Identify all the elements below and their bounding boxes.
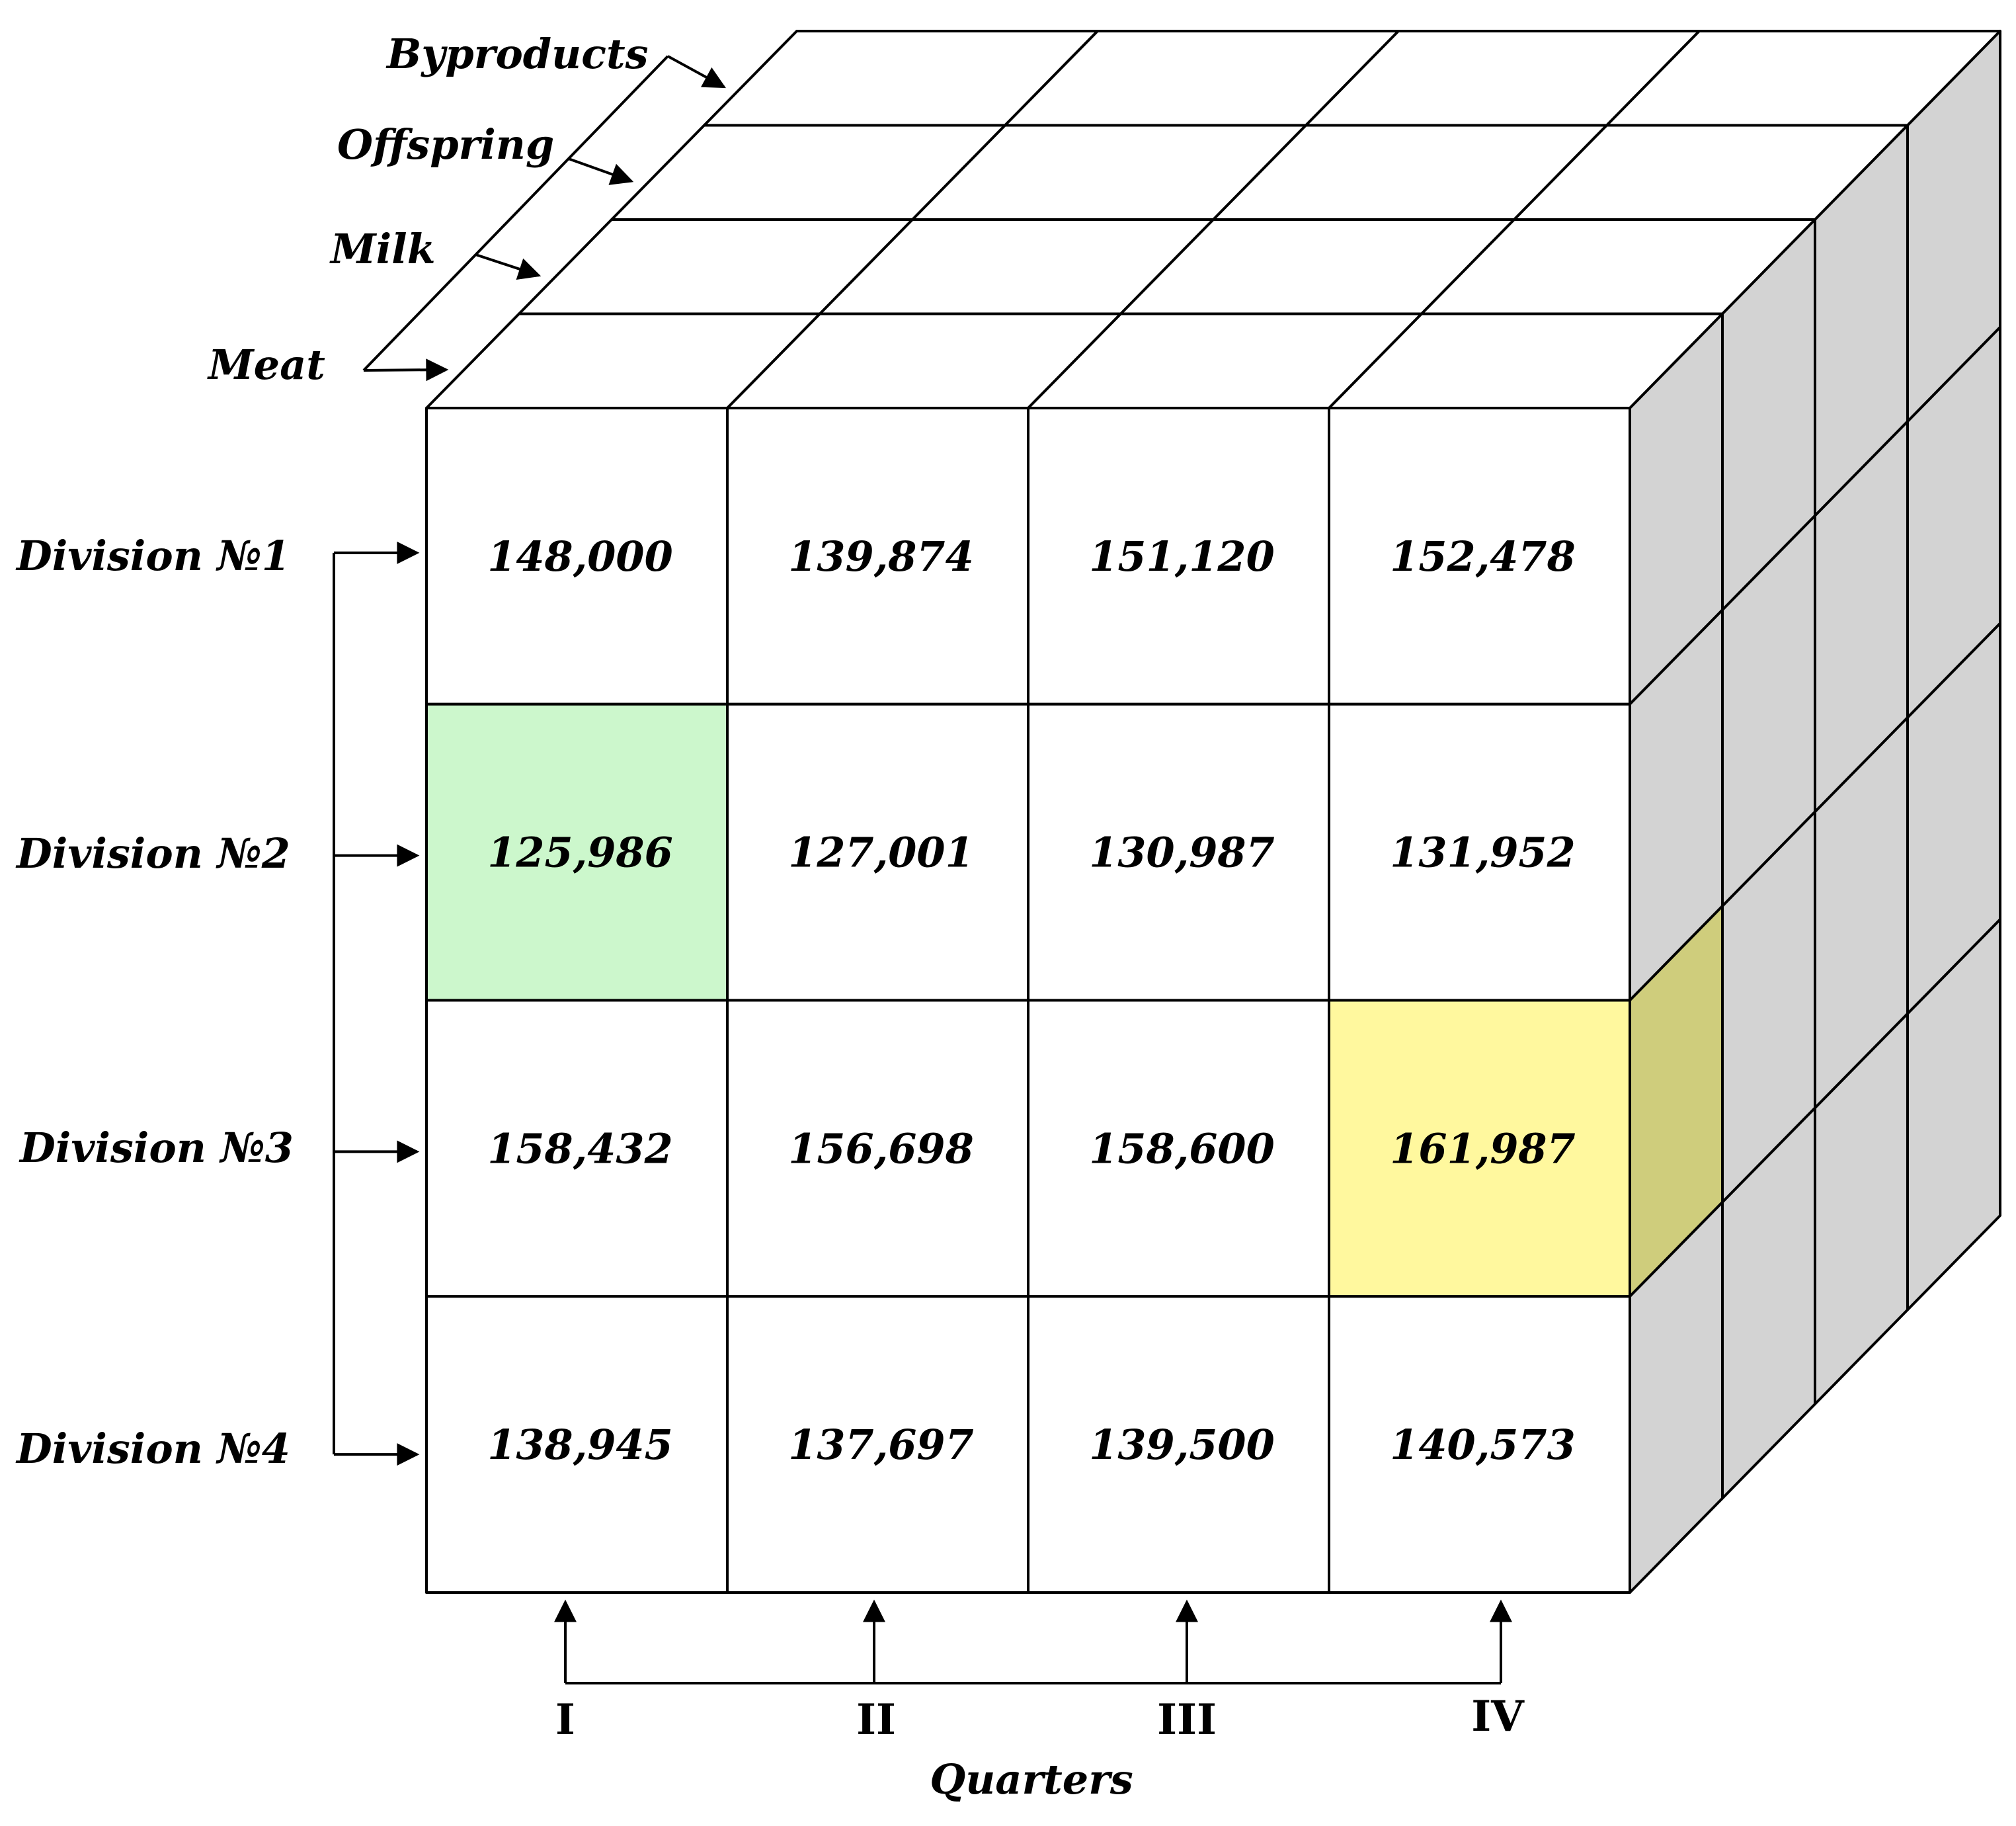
- division-label-3: Division №3: [19, 1124, 294, 1172]
- product-arrow: [475, 253, 542, 280]
- quarter-label-1: I: [555, 1695, 575, 1745]
- division-label-2: Division №2: [15, 829, 290, 878]
- cube-side-face: [1629, 30, 2001, 1594]
- front-cell: [1328, 1295, 1631, 1594]
- cell-value: 125,986: [487, 829, 672, 877]
- quarters-axis-title: Quarters: [930, 1755, 1133, 1804]
- cell-value: 127,001: [788, 829, 973, 877]
- cell-value: 161,987: [1390, 1124, 1575, 1173]
- product-label-milk: Milk: [329, 225, 436, 273]
- connector-arrows: [333, 55, 1512, 1684]
- product-arrow: [568, 157, 634, 185]
- cell-value: 139,500: [1089, 1421, 1274, 1469]
- cell-value: 151,120: [1089, 532, 1274, 581]
- cell-value: 130,987: [1089, 829, 1274, 877]
- cube-front-face: [425, 407, 1631, 1594]
- division-label-4: Division №4: [15, 1425, 290, 1473]
- quarter-label-3: III: [1157, 1695, 1217, 1745]
- cell-value: 152,478: [1390, 532, 1575, 581]
- product-label-meat: Meat: [207, 341, 325, 389]
- product-arrow: [667, 55, 726, 89]
- cell-value: 138,945: [487, 1421, 672, 1469]
- quarter-label-2: II: [856, 1695, 896, 1745]
- cell-value: 139,874: [788, 532, 973, 581]
- cell-value: 140,573: [1390, 1421, 1575, 1469]
- cell-value: 131,952: [1390, 829, 1575, 877]
- cube-top-face: [425, 30, 2001, 409]
- cell-value: 148,000: [487, 532, 672, 581]
- product-bracket-line: [362, 55, 669, 372]
- cell-value: 158,600: [1089, 1124, 1274, 1173]
- cell-value: 156,698: [788, 1124, 973, 1173]
- quarter-label-4: IV: [1471, 1692, 1525, 1741]
- product-label-byproducts: Byproducts: [385, 30, 649, 78]
- cell-values: 148,000 139,874 151,120 152,478 125,986 127,0…: [487, 532, 1575, 1469]
- side-cell: [1906, 918, 2001, 1311]
- cell-value: 158,432: [487, 1124, 672, 1173]
- division-label-1: Division №1: [15, 532, 290, 580]
- product-label-offspring: Offspring: [337, 120, 554, 169]
- cell-value: 137,697: [788, 1421, 973, 1469]
